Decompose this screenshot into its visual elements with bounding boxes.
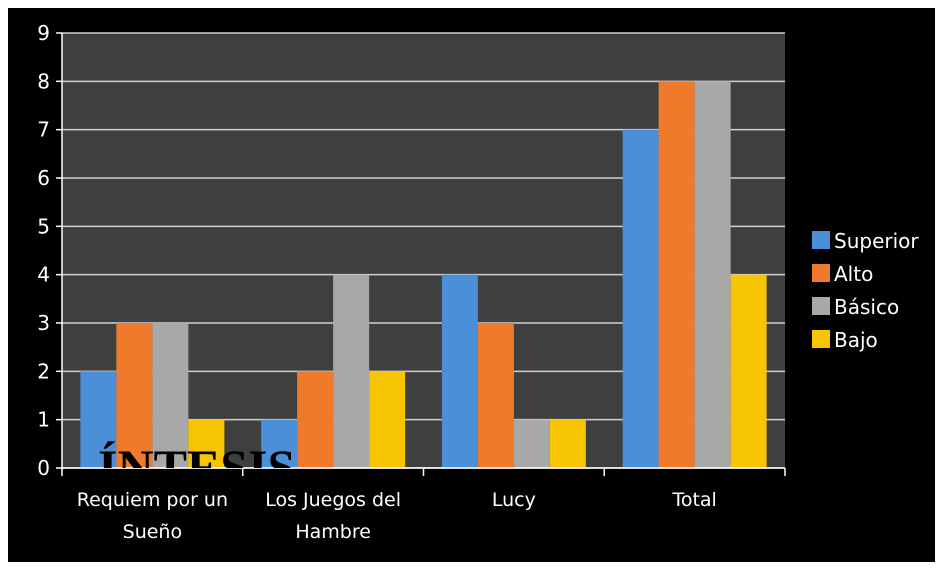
legend-swatch [812,330,830,348]
bar [116,323,153,468]
annotation: ÍNTESIS [98,439,295,495]
bar [477,323,514,468]
y-tick-label: 7 [37,118,50,142]
bar [694,81,731,468]
bar [152,323,189,468]
legend-label: Alto [834,262,873,286]
legend-label: Bajo [834,328,878,352]
bar [80,371,117,468]
x-tick-label: Total [672,489,717,511]
y-tick-label: 9 [37,21,50,45]
legend-label: Básico [834,295,899,319]
bar [188,419,225,468]
bar [333,274,370,468]
y-tick-label: 2 [37,359,50,383]
y-tick-label: 0 [37,456,50,480]
y-tick-label: 6 [37,166,50,190]
bar [369,371,406,468]
x-tick-label: Requiem por un Sueño [76,489,229,543]
x-tick-label: Los Juegos del Hambre [265,489,402,543]
bar [297,371,334,468]
bar [658,81,695,468]
legend-label: Superior [834,229,919,253]
bar [730,274,767,468]
x-tick-label: Lucy [491,489,536,511]
bar [622,129,659,468]
bar [513,419,550,468]
legend-swatch [812,297,830,315]
y-tick-label: 1 [37,408,50,432]
y-tick-label: 5 [37,214,50,238]
bar [549,419,586,468]
legend-swatch [812,264,830,282]
bar [261,419,298,468]
y-tick-label: 4 [37,263,50,287]
y-tick-label: 3 [37,311,50,335]
y-tick-label: 8 [37,69,50,93]
bar [441,274,478,468]
legend-swatch [812,231,830,249]
